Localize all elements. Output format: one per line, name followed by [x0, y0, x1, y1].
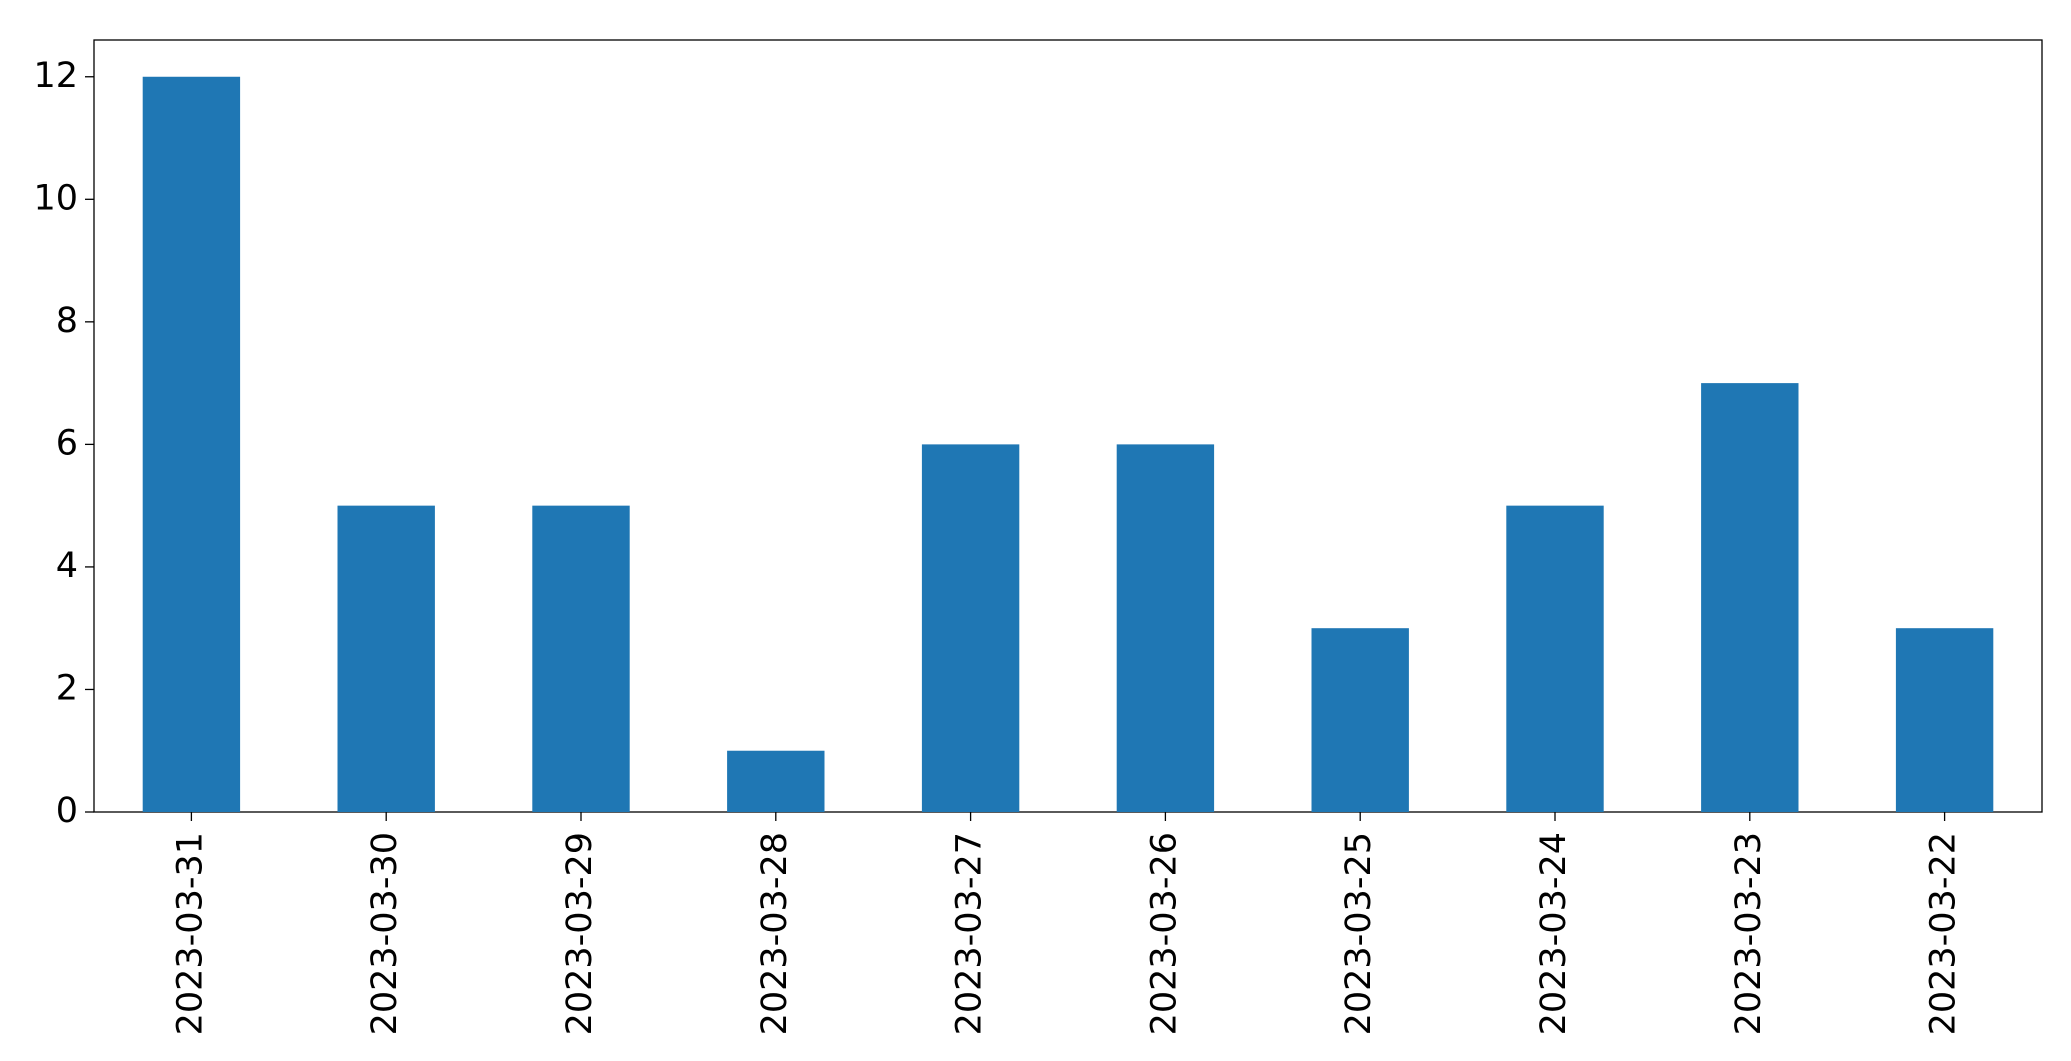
- bar: [1311, 628, 1409, 812]
- bar: [921, 444, 1020, 812]
- y-tick-label: 12: [33, 56, 78, 96]
- bar: [1895, 628, 1994, 812]
- x-tick-label: 2023-03-22: [1924, 832, 1964, 1035]
- x-tick-label: 2023-03-29: [560, 832, 600, 1035]
- y-tick-label: 8: [56, 301, 78, 341]
- x-tick-label: 2023-03-27: [950, 832, 990, 1035]
- bar: [142, 76, 241, 812]
- y-tick-label: 0: [56, 791, 78, 831]
- y-tick-label: 4: [56, 546, 78, 586]
- x-tick-label: 2023-03-31: [170, 832, 210, 1035]
- bar: [1701, 383, 1799, 812]
- x-tick-label: 2023-03-28: [755, 832, 795, 1035]
- bar: [1116, 444, 1215, 812]
- x-tick-label: 2023-03-26: [1144, 832, 1184, 1035]
- bar: [337, 505, 435, 812]
- x-tick-label: 2023-03-25: [1339, 832, 1379, 1035]
- plot-frame: [93, 39, 2043, 813]
- bar: [1506, 505, 1604, 812]
- y-tick-label: 10: [33, 178, 78, 218]
- bar: [727, 750, 825, 812]
- y-tick-label: 2: [56, 668, 78, 708]
- x-tick-label: 2023-03-30: [365, 832, 405, 1035]
- bar: [532, 505, 630, 812]
- x-tick-label: 2023-03-24: [1534, 832, 1574, 1035]
- y-tick-label: 6: [56, 423, 78, 463]
- x-tick-label: 2023-03-23: [1729, 832, 1769, 1035]
